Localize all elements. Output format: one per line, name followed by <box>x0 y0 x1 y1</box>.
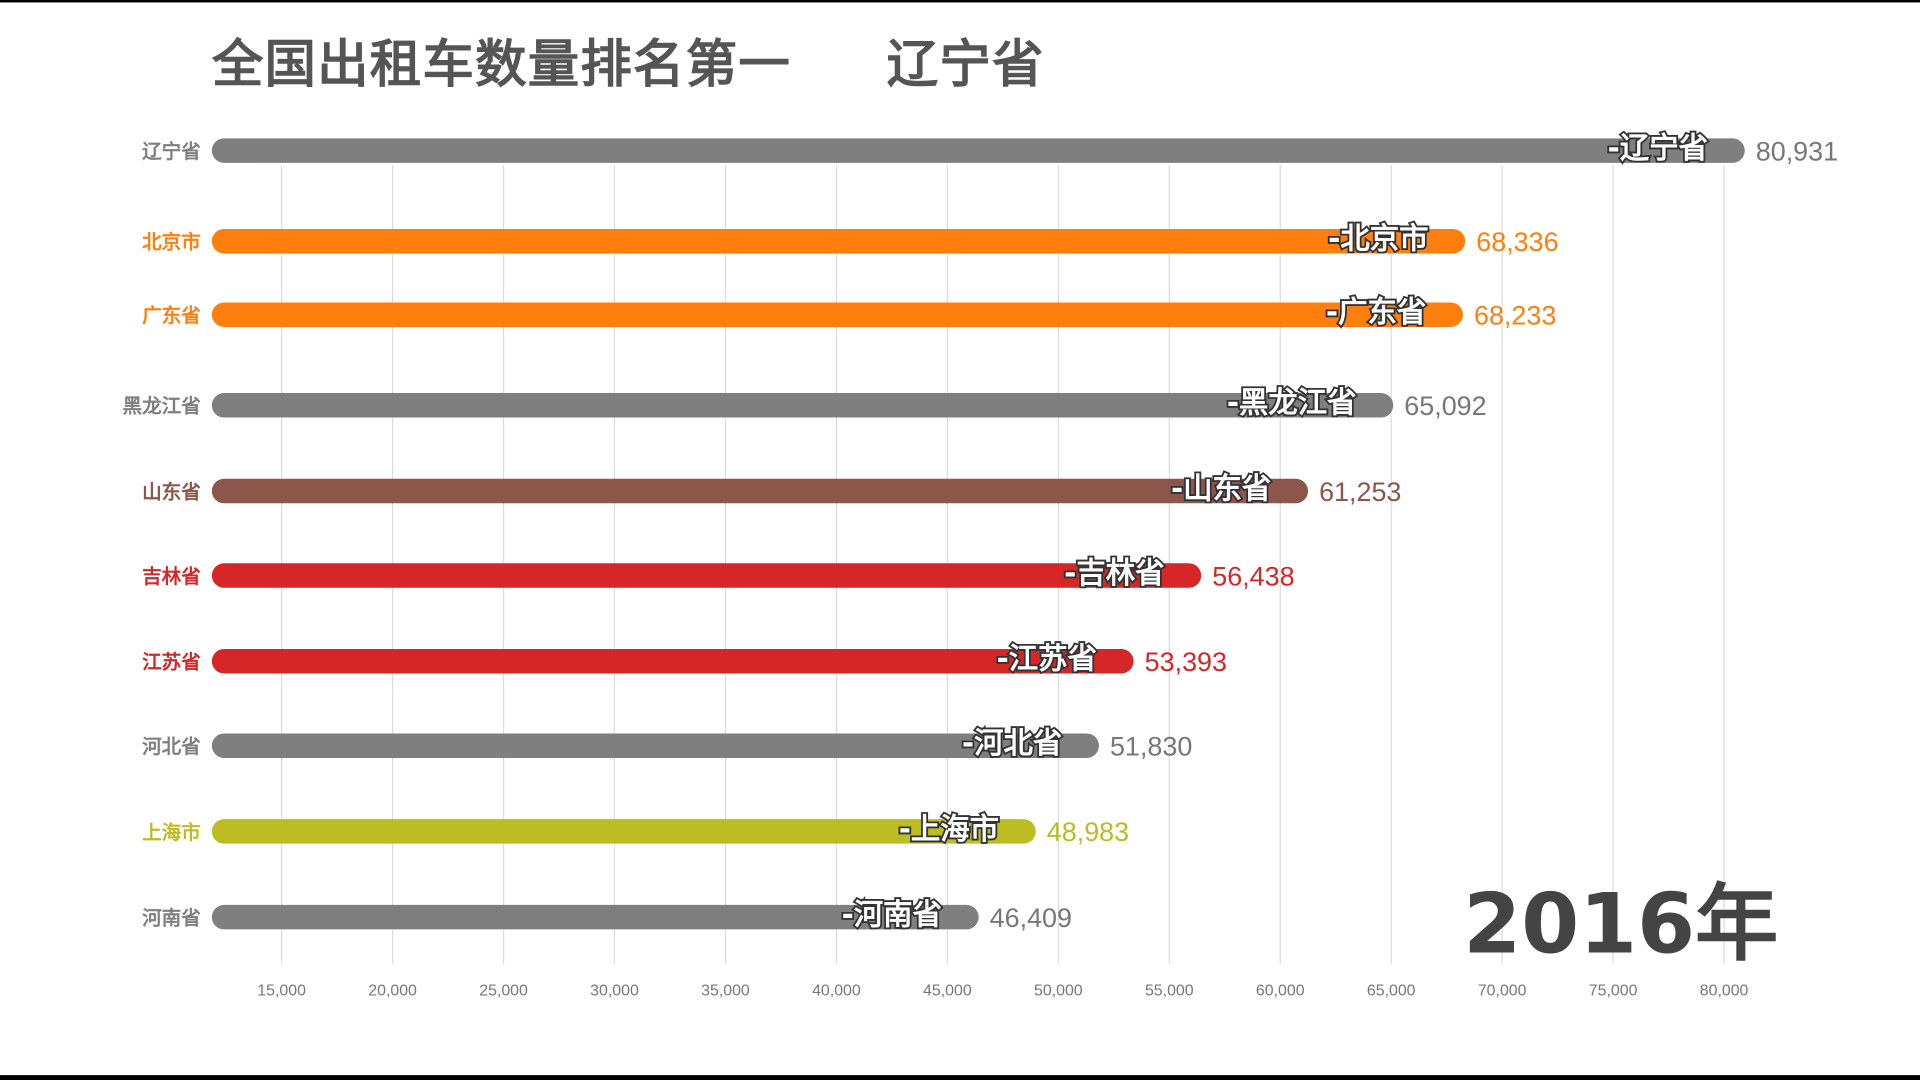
value-label: 68,233 <box>1474 300 1556 330</box>
value-label: 46,409 <box>990 903 1072 933</box>
bar <box>211 563 1202 588</box>
x-tick-label: 20,000 <box>368 983 417 1000</box>
bar <box>211 733 1099 758</box>
x-tick-label: 45,000 <box>923 983 972 1000</box>
bar-label: -山东省 <box>1171 471 1271 505</box>
bar <box>211 228 1466 254</box>
chart-title: 全国出租车数量排名第一 辽宁省 <box>211 34 1045 95</box>
bar <box>211 819 1036 844</box>
bar-label: -广东省 <box>1326 295 1426 329</box>
bar <box>211 478 1309 504</box>
bar <box>211 648 1134 674</box>
bottom-border <box>0 1075 1920 1080</box>
category-label: 山东省 <box>142 480 201 503</box>
category-label: 广东省 <box>142 304 201 327</box>
value-label: 61,253 <box>1319 477 1401 507</box>
bar-label: -黑龙江省 <box>1227 386 1357 420</box>
value-label: 56,438 <box>1212 561 1294 591</box>
bar-label: -河南省 <box>842 897 942 931</box>
bar <box>211 138 1745 163</box>
category-label: 北京市 <box>142 231 201 254</box>
bar <box>211 904 979 930</box>
category-label: 河南省 <box>142 906 201 929</box>
x-tick-label: 15,000 <box>257 983 306 1000</box>
x-tick-label: 70,000 <box>1478 983 1527 1000</box>
value-label: 80,931 <box>1756 136 1838 166</box>
category-label: 吉林省 <box>142 565 201 588</box>
category-label: 河北省 <box>142 735 201 758</box>
bar-label: -江苏省 <box>997 642 1097 676</box>
bar-label: -吉林省 <box>1064 556 1164 590</box>
bar <box>211 393 1394 418</box>
value-label: 68,336 <box>1476 227 1558 257</box>
value-label: 65,092 <box>1404 391 1486 421</box>
year-label: 2016年 <box>1463 876 1779 974</box>
value-label: 48,983 <box>1047 817 1129 847</box>
x-tick-label: 35,000 <box>701 983 750 1000</box>
x-tick-label: 55,000 <box>1145 983 1194 1000</box>
x-tick-label: 75,000 <box>1589 983 1638 1000</box>
bar-label: -河北省 <box>962 726 1062 760</box>
x-tick-label: 50,000 <box>1034 983 1083 1000</box>
x-tick-label: 80,000 <box>1700 983 1749 1000</box>
bar <box>211 302 1463 327</box>
bar-label: -北京市 <box>1328 222 1428 256</box>
bar-label: -辽宁省 <box>1608 131 1708 165</box>
x-tick-label: 25,000 <box>479 983 528 1000</box>
bar-label: -上海市 <box>899 812 999 846</box>
value-label: 53,393 <box>1145 647 1227 677</box>
value-label: 51,830 <box>1110 732 1192 762</box>
category-label: 江苏省 <box>142 651 201 674</box>
x-tick-label: 65,000 <box>1367 983 1416 1000</box>
x-tick-label: 60,000 <box>1256 983 1305 1000</box>
category-label: 上海市 <box>142 821 201 844</box>
category-label: 黑龙江省 <box>122 395 201 418</box>
x-tick-label: 30,000 <box>590 983 639 1000</box>
category-label: 辽宁省 <box>142 140 201 163</box>
top-border <box>0 0 1920 3</box>
x-tick-label: 40,000 <box>812 983 861 1000</box>
